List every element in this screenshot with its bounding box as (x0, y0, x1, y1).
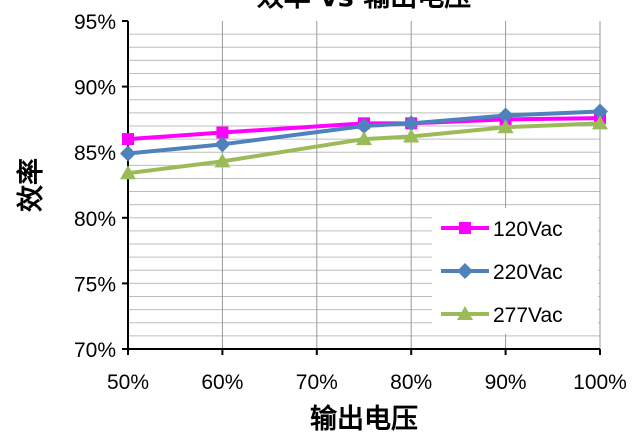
y-tick-label: 85% (74, 142, 116, 165)
y-tick-label: 75% (74, 273, 116, 296)
y-tick-label: 90% (74, 77, 116, 100)
x-tick-label: 70% (296, 371, 338, 394)
y-tick-label: 95% (74, 11, 116, 34)
y-tick-labels: 70% 75% 80% 85% 90% 95% (74, 11, 116, 362)
legend-item: 277Vac (441, 304, 563, 327)
grid-lines (128, 21, 601, 349)
x-tick-labels: 50% 60% 70% 80% 90% 100% (107, 371, 627, 394)
diamond-marker (403, 115, 420, 132)
x-tick-label: 50% (107, 371, 149, 394)
triangle-marker (403, 128, 420, 143)
triangle-marker (457, 306, 473, 320)
diamond-marker (214, 136, 231, 153)
triangle-marker (120, 165, 136, 180)
diamond-marker (497, 107, 514, 124)
diamond-marker (356, 117, 372, 134)
x-tick-label: 80% (390, 371, 432, 394)
x-tick-label: 90% (485, 371, 527, 394)
square-marker (122, 133, 134, 146)
x-axis-title: 输出电压 (310, 403, 418, 435)
triangle-marker (497, 119, 514, 134)
series-220vac (120, 103, 608, 162)
square-marker (459, 222, 471, 234)
axes (122, 20, 601, 355)
series-layer (120, 103, 608, 180)
y-tick-label: 70% (74, 339, 116, 362)
x-tick-label: 100% (573, 371, 627, 394)
series-line (127, 109, 601, 156)
diamond-marker (120, 145, 136, 162)
y-tick-label: 80% (74, 208, 116, 231)
x-tick-label: 60% (201, 371, 243, 394)
legend-label: 220Vac (493, 261, 563, 284)
series-277vac (120, 115, 608, 180)
triangle-marker (592, 115, 608, 130)
y-axis-title: 效率 (15, 158, 47, 212)
legend-item: 120Vac (441, 218, 563, 241)
chart-title: 效率 vs 输出电压 (257, 0, 471, 13)
diamond-marker (592, 103, 608, 120)
triangle-marker (356, 131, 372, 146)
legend-label: 120Vac (493, 218, 563, 241)
square-marker (216, 126, 229, 139)
legend-label: 277Vac (493, 304, 563, 327)
legend-item: 220Vac (441, 261, 563, 284)
diamond-marker (457, 263, 473, 279)
triangle-marker (214, 153, 231, 168)
series-line (127, 121, 601, 176)
legend: 120Vac 220Vac 277Vac (432, 208, 598, 334)
